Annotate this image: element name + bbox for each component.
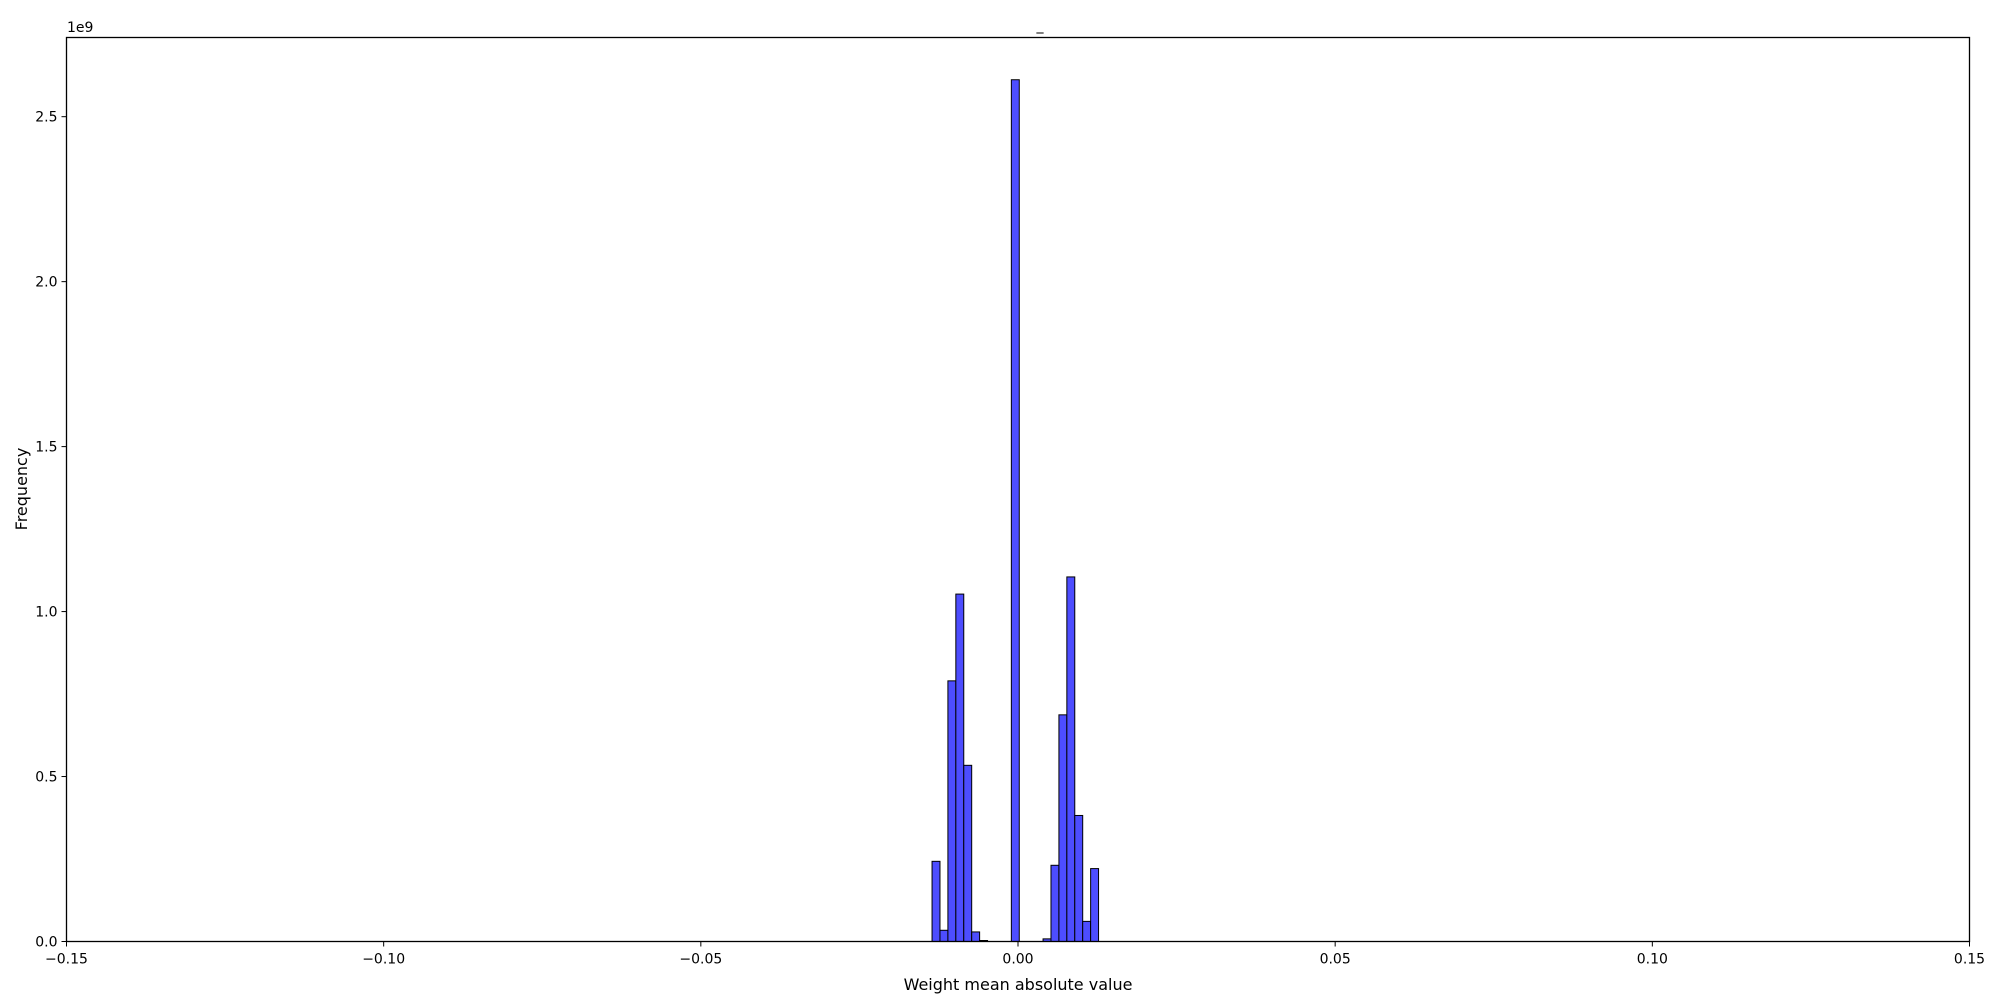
- chart-title: _: [1036, 18, 1045, 34]
- histogram-bar: [1082, 920, 1092, 942]
- histogram-bar: [1058, 714, 1068, 942]
- histogram-bar: [1090, 868, 1100, 942]
- y-tick-label: 1.0: [35, 605, 57, 621]
- y-axis-label: Frequency: [12, 448, 31, 531]
- x-tick-label: −0.05: [679, 952, 722, 968]
- bars: [931, 79, 1100, 943]
- y-tick-label: 1.5: [35, 440, 57, 456]
- x-tick-label: 0.05: [1320, 952, 1351, 968]
- x-tick-label: 0.15: [1954, 952, 1985, 968]
- y-tick-label: 2.5: [35, 110, 57, 126]
- x-tick-label: 0.00: [1002, 952, 1033, 968]
- y-tick-label: 2.0: [35, 275, 57, 291]
- x-axis-label: Weight mean absolute value: [904, 975, 1133, 994]
- y-tick-label: 0.0: [35, 935, 57, 951]
- histogram-bar: [1010, 79, 1020, 943]
- x-tick-label: −0.15: [45, 952, 88, 968]
- histogram-bar: [963, 764, 973, 942]
- y-offset-label: 1e9: [67, 20, 93, 36]
- histogram-bar: [1074, 814, 1084, 943]
- histogram-bar: [971, 931, 981, 943]
- y-tick-label: 0.5: [35, 770, 57, 786]
- histogram-bar: [955, 593, 965, 942]
- histogram-bar: [939, 929, 949, 942]
- histogram-bar: [947, 680, 957, 942]
- x-tick-label: 0.10: [1637, 952, 1668, 968]
- y-axis: 0.0 0.5 1.0 1.5 2.0 2.5: [35, 110, 67, 951]
- histogram-bar: [1066, 576, 1076, 942]
- histogram-bar: [931, 860, 941, 943]
- x-tick-label: −0.10: [362, 952, 405, 968]
- histogram-bar: [1050, 864, 1060, 943]
- x-axis: −0.15 −0.10 −0.05 0.00 0.05 0.10 0.15: [45, 941, 1985, 968]
